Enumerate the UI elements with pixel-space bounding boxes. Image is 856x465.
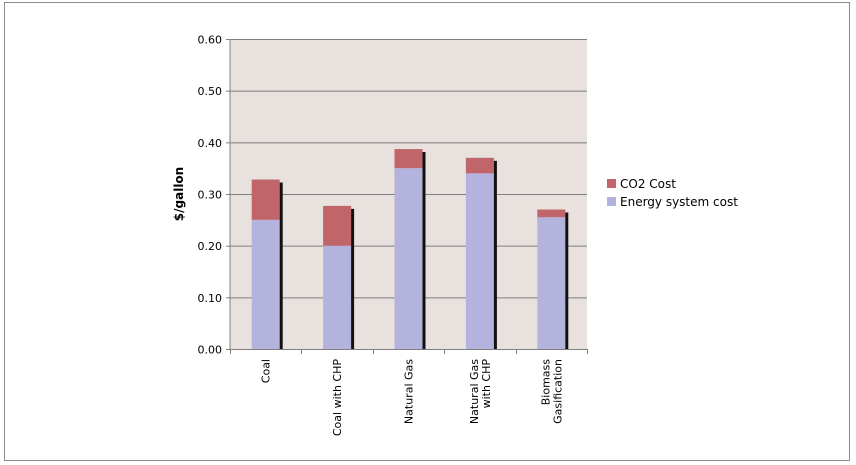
y-tick-label: 0.30 [198,189,223,202]
y-axis: 0.00 0.10 0.20 0.30 0.40 0.50 0.60 [198,34,231,357]
bar-shadow [351,208,355,349]
chart: 0.00 0.10 0.20 0.30 0.40 0.50 0.60 Coal Coal wi… [172,34,738,437]
bar-shadow [279,182,283,349]
y-tick-label: 0.50 [198,85,223,98]
bar-energy-system-cost [465,173,494,349]
chart-frame: 0.00 0.10 0.20 0.30 0.40 0.50 0.60 Coal Coal wi… [4,2,850,461]
y-tick-label: 0.20 [198,240,223,253]
bar-co2-cost [251,179,280,220]
legend-label: Energy system cost [620,195,738,209]
bar-co2-cost [465,157,494,174]
y-tick-label: 0.60 [198,34,223,47]
bar-co2-cost [537,209,566,218]
x-tick-label: Coal with CHP [331,359,344,436]
bar-energy-system-cost [394,168,423,349]
bar-energy-system-cost [251,219,280,349]
x-tick-label-line: Natural Gas [403,359,416,424]
x-tick-label-line: Coal [260,359,273,383]
x-tick-label: Natural Gas with CHP [468,359,493,424]
legend-swatch [607,179,616,188]
bars [251,149,569,349]
x-axis: Coal Coal with CHP Natural Gas Natural Gas w… [230,349,588,436]
x-tick-label-line: with CHP [480,359,493,409]
y-tick-label: 0.00 [198,344,223,357]
legend: CO2 Cost Energy system cost [607,177,738,209]
bar-shadow [493,160,497,349]
x-tick-label-line: Gasification [551,359,564,424]
bar-energy-system-cost [537,217,566,349]
x-tick-label: Natural Gas [403,359,416,424]
bar-co2-cost [394,149,423,169]
bar-shadow [422,152,426,349]
bar-co2-cost [323,205,352,246]
x-tick-label: Biomass Gasification [539,359,564,424]
legend-swatch [607,197,616,206]
x-tick-label: Coal [260,359,273,383]
legend-label: CO2 Cost [620,177,676,191]
x-tick-label-line: Natural Gas [468,359,481,424]
x-tick-label-line: Biomass [539,359,552,406]
y-axis-label: $/gallon [172,167,186,221]
bar-shadow [565,212,569,349]
y-tick-label: 0.10 [198,292,223,305]
x-tick-label-line: Coal with CHP [331,359,344,436]
bar-energy-system-cost [323,245,352,349]
y-tick-label: 0.40 [198,137,223,150]
